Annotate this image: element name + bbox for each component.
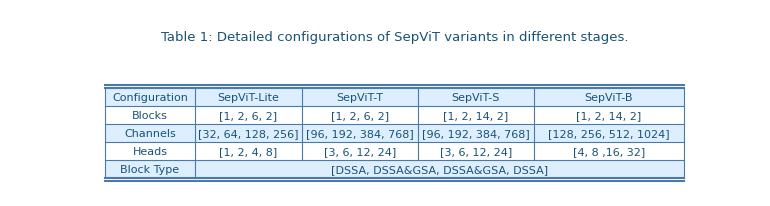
Text: SepViT-S: SepViT-S: [451, 93, 500, 103]
Text: [1, 2, 14, 2]: [1, 2, 14, 2]: [443, 111, 508, 121]
Text: Configuration: Configuration: [112, 93, 188, 103]
Text: [32, 64, 128, 256]: [32, 64, 128, 256]: [198, 128, 299, 138]
Text: [96, 192, 384, 768]: [96, 192, 384, 768]: [306, 128, 413, 138]
Text: SepViT-B: SepViT-B: [584, 93, 633, 103]
Text: [1, 2, 14, 2]: [1, 2, 14, 2]: [576, 111, 641, 121]
Text: [1, 2, 4, 8]: [1, 2, 4, 8]: [219, 146, 278, 156]
Text: [3, 6, 12, 24]: [3, 6, 12, 24]: [440, 146, 512, 156]
Text: [1, 2, 6, 2]: [1, 2, 6, 2]: [331, 111, 389, 121]
Text: [4, 8 ,16, 32]: [4, 8 ,16, 32]: [573, 146, 645, 156]
Text: [3, 6, 12, 24]: [3, 6, 12, 24]: [323, 146, 396, 156]
Text: [96, 192, 384, 768]: [96, 192, 384, 768]: [422, 128, 530, 138]
Text: Blocks: Blocks: [132, 111, 168, 121]
Text: Channels: Channels: [124, 128, 176, 138]
Text: Heads: Heads: [132, 146, 168, 156]
Text: [DSSA, DSSA&GSA, DSSA&GSA, DSSA]: [DSSA, DSSA&GSA, DSSA&GSA, DSSA]: [331, 164, 548, 174]
Text: SepViT-Lite: SepViT-Lite: [218, 93, 280, 103]
Text: [128, 256, 512, 1024]: [128, 256, 512, 1024]: [548, 128, 670, 138]
Text: SepViT-T: SepViT-T: [336, 93, 383, 103]
Text: [1, 2, 6, 2]: [1, 2, 6, 2]: [219, 111, 277, 121]
Text: Block Type: Block Type: [120, 164, 179, 174]
Text: Table 1: Detailed configurations of SepViT variants in different stages.: Table 1: Detailed configurations of SepV…: [161, 31, 628, 44]
